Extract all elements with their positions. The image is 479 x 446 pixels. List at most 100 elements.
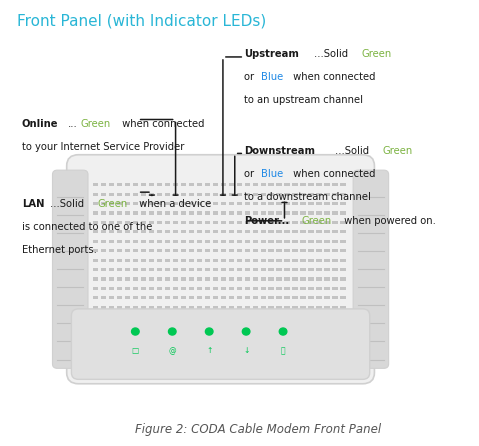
Bar — [341, 193, 346, 196]
Bar — [332, 183, 338, 186]
Bar — [324, 259, 330, 262]
Bar — [189, 240, 194, 243]
Bar — [293, 240, 298, 243]
Bar — [205, 296, 210, 299]
Bar — [109, 306, 114, 309]
Bar — [308, 240, 314, 243]
Bar — [109, 202, 114, 205]
Text: ↓: ↓ — [243, 347, 249, 355]
Bar — [285, 240, 290, 243]
Bar — [148, 202, 154, 205]
Bar — [341, 202, 346, 205]
Bar — [181, 259, 186, 262]
Bar — [252, 268, 258, 271]
Bar — [317, 240, 322, 243]
Bar — [220, 221, 226, 224]
Bar — [237, 268, 242, 271]
Bar — [317, 296, 322, 299]
Bar — [300, 249, 306, 252]
Bar — [332, 277, 338, 281]
Bar — [252, 202, 258, 205]
Bar — [181, 296, 186, 299]
Bar — [93, 183, 98, 186]
Bar — [181, 221, 186, 224]
Bar — [181, 230, 186, 233]
Bar — [276, 211, 282, 215]
Bar — [141, 221, 147, 224]
Bar — [148, 240, 154, 243]
Bar — [213, 193, 218, 196]
Bar — [285, 306, 290, 309]
Bar — [213, 268, 218, 271]
Bar — [157, 202, 162, 205]
Bar — [181, 211, 186, 215]
Bar — [261, 202, 266, 205]
Bar — [196, 259, 202, 262]
Text: Downstream: Downstream — [244, 146, 315, 156]
Bar — [181, 306, 186, 309]
Text: Figure 2: CODA Cable Modem Front Panel: Figure 2: CODA Cable Modem Front Panel — [136, 423, 381, 436]
Bar — [196, 183, 202, 186]
Bar — [285, 259, 290, 262]
Bar — [109, 240, 114, 243]
Bar — [109, 277, 114, 281]
Bar — [101, 183, 106, 186]
Bar — [276, 193, 282, 196]
Bar — [252, 249, 258, 252]
Text: ...Solid: ...Solid — [314, 49, 352, 59]
Bar — [285, 202, 290, 205]
Bar — [213, 230, 218, 233]
Bar — [293, 306, 298, 309]
Bar — [245, 259, 250, 262]
Bar — [117, 230, 122, 233]
Bar — [157, 268, 162, 271]
Bar — [269, 221, 274, 224]
Bar — [245, 277, 250, 281]
Bar — [133, 268, 138, 271]
Bar — [165, 287, 171, 290]
Bar — [157, 306, 162, 309]
Text: LAN: LAN — [22, 199, 44, 209]
Bar — [181, 249, 186, 252]
Bar — [205, 306, 210, 309]
Bar — [261, 230, 266, 233]
Bar — [276, 221, 282, 224]
Bar — [148, 287, 154, 290]
Bar — [117, 306, 122, 309]
Bar — [148, 221, 154, 224]
Bar — [172, 183, 178, 186]
Bar — [308, 287, 314, 290]
Bar — [261, 287, 266, 290]
Bar — [93, 277, 98, 281]
Bar — [341, 211, 346, 215]
Bar — [141, 268, 147, 271]
Bar — [276, 249, 282, 252]
Bar — [269, 277, 274, 281]
Bar — [269, 259, 274, 262]
Text: Upstream: Upstream — [244, 49, 299, 59]
Bar — [220, 249, 226, 252]
Bar — [141, 202, 147, 205]
Text: Green: Green — [362, 49, 392, 59]
Bar — [165, 193, 171, 196]
Bar — [117, 211, 122, 215]
Bar — [141, 249, 147, 252]
Bar — [181, 287, 186, 290]
Bar — [324, 221, 330, 224]
Bar — [324, 240, 330, 243]
Bar — [228, 296, 234, 299]
Bar — [341, 277, 346, 281]
Bar — [237, 211, 242, 215]
Bar — [324, 193, 330, 196]
Bar — [300, 230, 306, 233]
Bar — [148, 183, 154, 186]
Bar — [109, 268, 114, 271]
Bar — [165, 240, 171, 243]
Bar — [157, 277, 162, 281]
Bar — [341, 287, 346, 290]
Bar — [261, 306, 266, 309]
Text: Power...: Power... — [244, 216, 289, 227]
Bar — [117, 259, 122, 262]
FancyBboxPatch shape — [67, 155, 375, 384]
Bar — [196, 296, 202, 299]
